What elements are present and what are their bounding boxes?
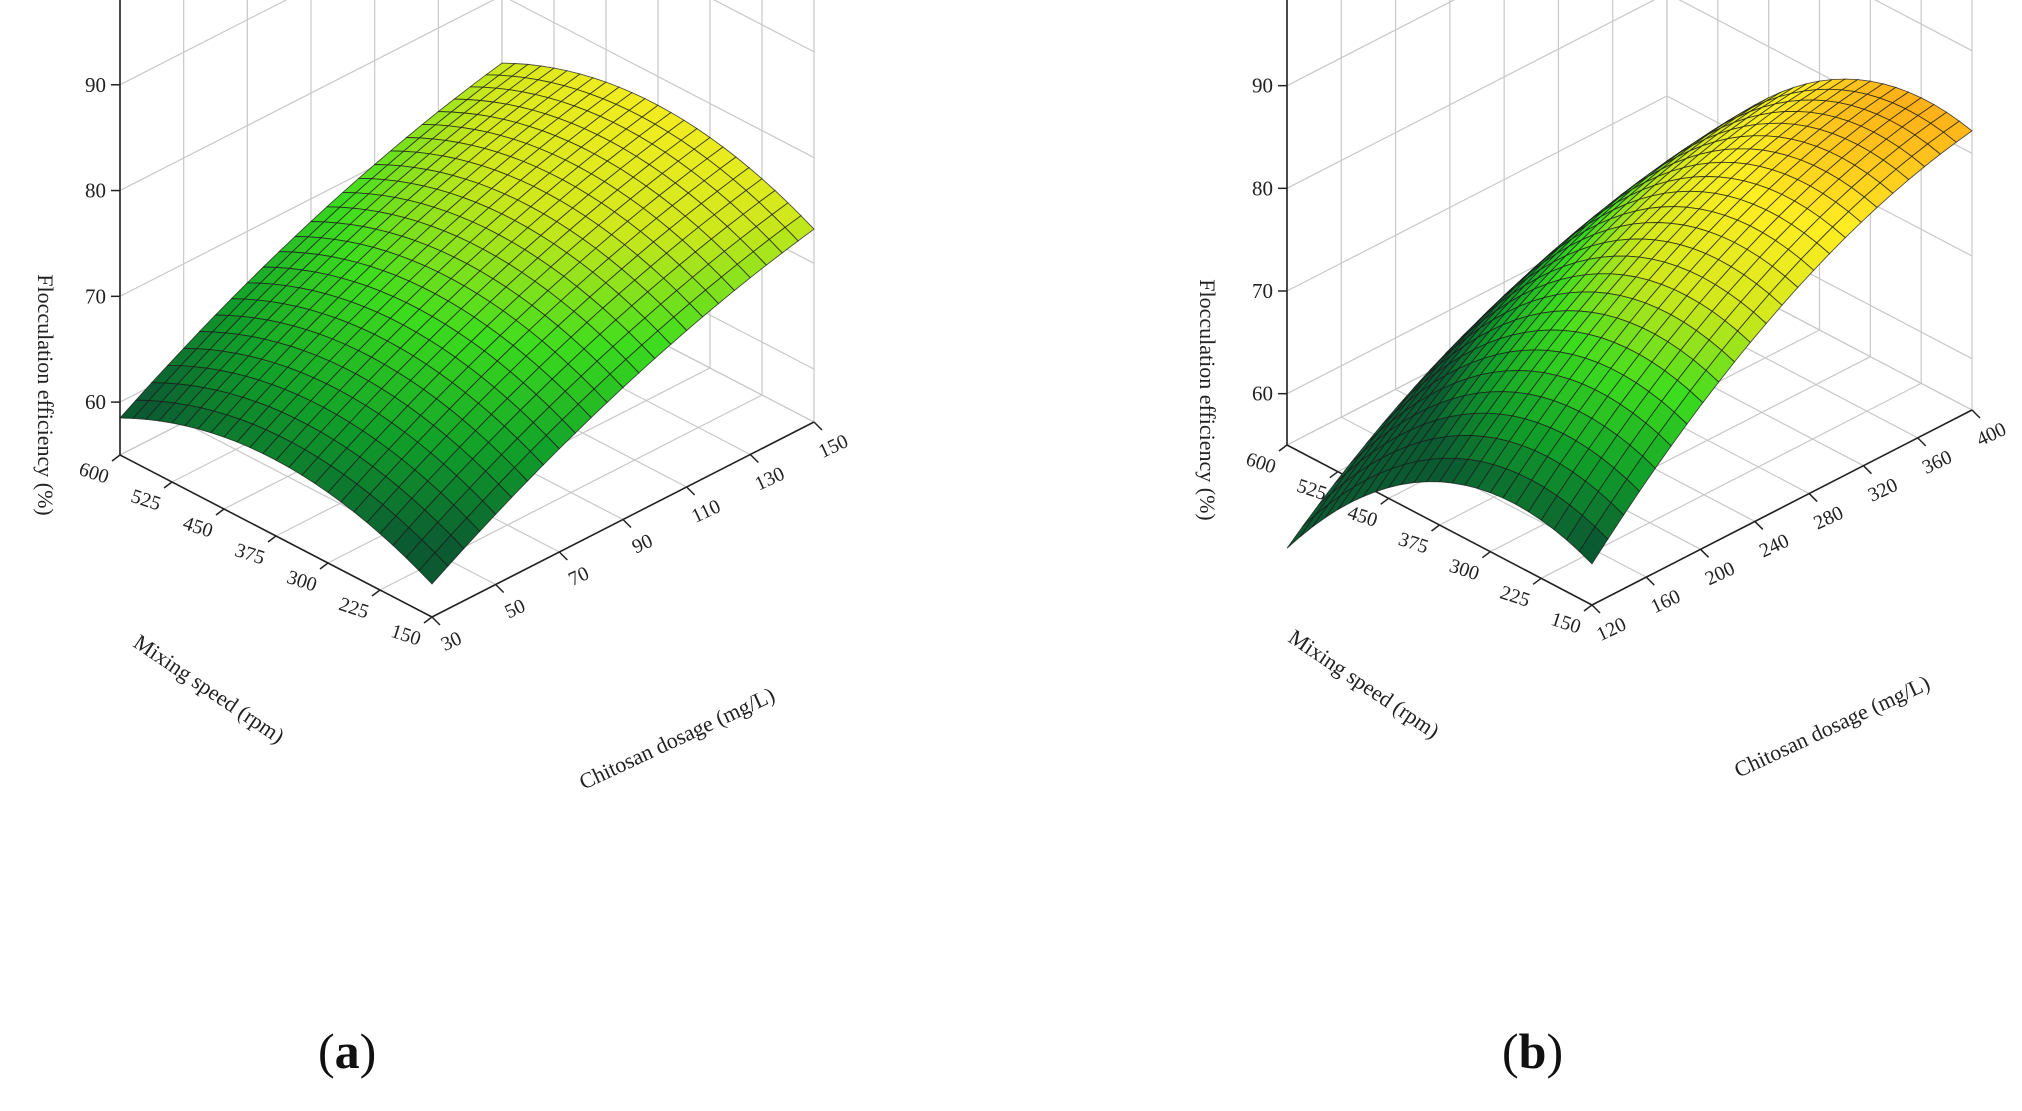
x-tick-label: 360 [1919,446,1955,479]
y-tick-label: 375 [1396,528,1431,558]
grid-line [1874,0,1973,52]
z-tick-label: 60 [85,390,106,414]
x-tick-mark [558,551,568,561]
z-axis-title: Flocculation efficiency (%) [33,274,58,516]
z-tick-label: 70 [85,284,106,308]
chart-b: 1201602002402803203604001502253003754505… [1195,0,2010,782]
y-tick-label: 150 [1548,608,1583,638]
x-tick-mark [813,421,823,431]
y-tick-label: 300 [1447,555,1482,585]
z-tick-label: 90 [1252,74,1273,98]
z-tick-label: 60 [1252,382,1273,406]
x-tick-label: 130 [752,463,788,496]
y-tick-mark [1481,551,1491,559]
z-tick-label: 70 [1252,279,1273,303]
surface-patch [418,552,449,585]
y-tick-label: 300 [284,566,319,596]
x-tick-mark [495,583,505,594]
x-axis-title: Chitosan dosage (mg/L) [1730,670,1933,783]
x-tick-mark [1645,576,1655,586]
y-tick-mark [319,562,329,570]
y-tick-mark [1329,471,1339,479]
x-tick-label: 30 [438,627,465,655]
grid-line [509,0,815,159]
z-tick-label: 80 [1252,176,1273,200]
z-tick-label: 80 [85,179,106,203]
y-tick-mark [111,454,121,462]
y-tick-mark [215,508,225,516]
x-tick-mark [686,486,696,496]
x-tick-mark [431,616,441,626]
x-tick-label: 320 [1865,474,1901,507]
x-tick-mark [1917,437,1927,447]
y-tick-mark [1278,444,1288,452]
x-tick-mark [1700,548,1710,558]
grid-line [119,0,495,192]
y-tick-label: 600 [76,458,111,488]
x-tick-label: 240 [1756,530,1792,563]
x-axis-title: Chitosan dosage (mg/L) [575,682,778,795]
x-tick-label: 160 [1648,585,1684,618]
x-tick-label: 150 [815,430,851,463]
y-tick-mark [1431,524,1440,532]
z-tick-label: 90 [85,73,106,97]
x-tick-mark [749,453,759,464]
grid-line [119,0,288,86]
panel-label-a-letter: a [334,1023,360,1079]
x-tick-mark [1971,409,1981,419]
grid-line [1286,0,1456,87]
x-tick-label: 280 [1810,502,1846,535]
y-tick-label: 450 [1345,502,1380,532]
y-axis-title: Mixing speed (rpm) [129,629,289,748]
x-tick-mark [622,518,632,529]
y-tick-label: 225 [1497,582,1532,612]
y-tick-mark [1583,604,1593,612]
x-tick-label: 70 [565,562,592,590]
panel-label-b: (b) [1502,1023,1564,1079]
y-tick-label: 450 [180,512,215,542]
y-tick-mark [423,616,433,624]
y-tick-label: 375 [232,539,267,569]
surface [1286,78,1973,565]
z-axis-title: Flocculation efficiency (%) [1195,279,1220,521]
y-tick-mark [267,535,277,543]
x-tick-mark [1754,520,1764,530]
y-tick-mark [163,481,173,489]
x-tick-label: 200 [1702,558,1738,591]
y-tick-mark [1380,497,1390,505]
x-tick-mark [1591,604,1601,614]
x-tick-label: 400 [1973,418,2009,451]
grid-line [712,0,815,53]
surface-patch [1286,514,1316,549]
panel-label-b-letter: b [1518,1023,1547,1079]
y-tick-mark [1532,577,1542,585]
x-tick-label: 90 [629,530,656,558]
x-axis-line [1591,409,1973,606]
x-tick-label: 110 [688,495,724,527]
grid-line [1286,0,1656,189]
y-axis-title: Mixing speed (rpm) [1284,624,1444,743]
grid-line [1286,95,1668,292]
y-tick-label: 525 [128,485,163,515]
surface [119,62,815,585]
panel-label-a: (a) [318,1023,377,1079]
x-tick-label: 120 [1593,613,1629,646]
x-tick-mark [1862,465,1872,475]
y-tick-label: 600 [1243,448,1278,478]
surface-patch [1578,525,1609,565]
grid-line [1540,382,1922,579]
y-tick-label: 225 [336,593,371,623]
x-tick-mark [1808,493,1818,503]
x-tick-label: 50 [501,595,528,623]
y-tick-mark [371,589,381,597]
y-tick-label: 150 [388,620,423,650]
surface-patch [1299,504,1329,538]
chart-a: 30 50 70 90 110 130 150 150 225 300 375 450 525 600 60… [33,0,852,794]
